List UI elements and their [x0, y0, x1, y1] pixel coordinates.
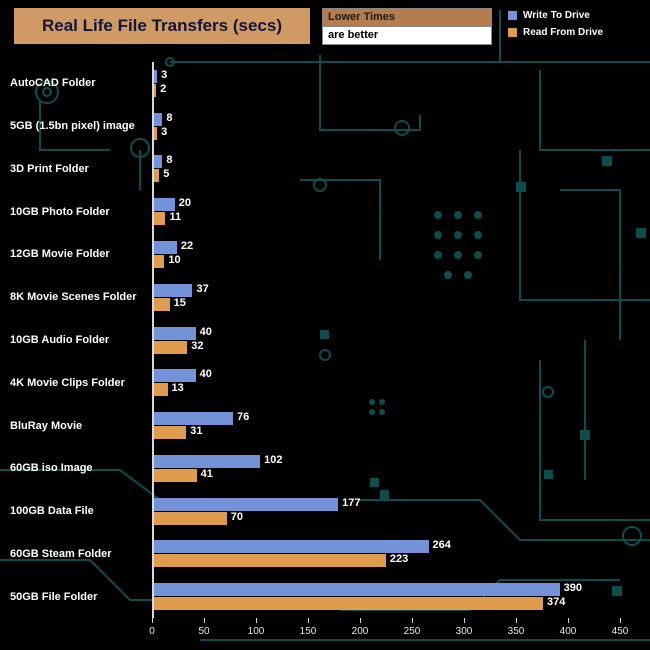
value-label: 177	[342, 496, 361, 509]
category-label: 100GB Data File	[10, 505, 94, 518]
x-axis-tick	[256, 618, 257, 623]
value-label: 223	[389, 553, 409, 566]
chart-title: Real Life File Transfers (secs)	[14, 8, 310, 44]
category-label: AutoCAD Folder	[10, 77, 96, 90]
value-label: 70	[230, 510, 244, 523]
x-axis-tick-label: 350	[507, 626, 525, 637]
note-box: Lower Times are better	[322, 8, 492, 45]
write-bar	[154, 155, 163, 169]
value-label: 22	[180, 239, 194, 252]
read-bar	[154, 426, 187, 440]
value-label: 374	[546, 596, 566, 609]
x-axis-tick	[360, 618, 361, 623]
note-lower-times: Lower Times	[323, 9, 491, 27]
value-label: 20	[178, 197, 192, 210]
category-label: 10GB Audio Folder	[10, 334, 110, 346]
write-bar	[154, 497, 339, 511]
value-label: 390	[563, 582, 582, 595]
value-label: 8	[166, 111, 173, 124]
x-axis-tick	[204, 618, 205, 623]
x-axis-tick	[516, 618, 517, 623]
value-label: 32	[191, 339, 204, 352]
x-axis-tick	[620, 618, 621, 623]
read-bar	[154, 212, 166, 226]
write-bar	[154, 412, 234, 426]
value-label: 3	[161, 68, 168, 81]
value-label: 37	[196, 282, 209, 295]
read-series-swatch-icon	[508, 28, 517, 37]
value-label: 8	[166, 154, 173, 167]
category-label: 60GB Steam Folder	[10, 547, 112, 560]
category-label: 12GB Movie Folder	[10, 248, 110, 261]
write-bar	[154, 283, 193, 297]
write-bar	[154, 326, 196, 340]
write-bar	[154, 583, 560, 597]
x-axis-tick-label: 100	[247, 626, 265, 637]
value-label: 40	[199, 368, 212, 381]
value-label: 102	[264, 453, 283, 466]
x-axis-tick-label: 50	[198, 626, 210, 637]
x-axis-tick	[464, 618, 465, 623]
read-bar	[154, 383, 168, 397]
legend-label-write: Write To Drive	[523, 10, 590, 21]
x-axis-tick-label: 300	[455, 626, 473, 637]
x-axis-tick-label: 150	[299, 626, 317, 637]
value-label: 13	[171, 382, 184, 395]
value-label: 264	[432, 539, 451, 552]
write-bar	[154, 540, 429, 554]
write-bar	[154, 112, 163, 126]
value-label: 2	[160, 82, 167, 95]
legend-item-write: Write To Drive	[508, 10, 603, 21]
write-bar	[154, 69, 158, 83]
category-label: 8K Movie Scenes Folder	[10, 291, 137, 304]
category-label: 4K Movie Clips Folder	[10, 376, 125, 389]
note-are-better: are better	[323, 27, 491, 44]
category-label: 10GB Photo Folder	[10, 205, 110, 218]
write-bar	[154, 198, 175, 212]
value-label: 15	[173, 296, 186, 309]
x-axis-tick-label: 400	[559, 626, 577, 637]
x-axis-tick	[308, 618, 309, 623]
value-label: 31	[190, 425, 203, 438]
read-bar	[154, 254, 165, 268]
read-bar	[154, 340, 188, 354]
read-bar	[154, 554, 386, 568]
value-label: 76	[237, 411, 250, 424]
value-label: 10	[168, 253, 181, 266]
read-bar	[154, 126, 158, 140]
value-label: 3	[161, 125, 168, 138]
value-label: 40	[199, 325, 212, 338]
y-axis-line	[152, 62, 154, 618]
read-bar	[154, 597, 543, 611]
value-label: 11	[169, 211, 182, 224]
chart-legend: Write To Drive Read From Drive	[508, 10, 603, 44]
x-axis-tick-label: 250	[403, 626, 421, 637]
x-axis-tick	[412, 618, 413, 623]
read-bar	[154, 83, 157, 97]
value-label: 5	[163, 168, 170, 181]
category-label: 50GB File Folder	[10, 590, 98, 603]
category-label: 5GB (1.5bn pixel) image	[10, 120, 135, 133]
write-bar	[154, 240, 177, 254]
value-label: 41	[200, 467, 213, 480]
read-bar	[154, 169, 160, 183]
category-label: 3D Print Folder	[10, 162, 89, 175]
write-bar	[154, 369, 196, 383]
x-axis-tick	[152, 618, 153, 623]
legend-label-read: Read From Drive	[523, 27, 604, 38]
legend-item-read: Read From Drive	[508, 27, 603, 38]
category-label: 60GB iso Image	[10, 462, 93, 475]
category-label: BluRay Movie	[10, 419, 83, 432]
read-bar	[154, 511, 227, 525]
x-axis-tick-label: 200	[351, 626, 369, 637]
write-series-swatch-icon	[508, 11, 517, 20]
write-bar	[154, 454, 261, 468]
read-bar	[154, 297, 170, 311]
x-axis-tick	[568, 618, 569, 623]
read-bar	[154, 468, 197, 482]
x-axis-tick-label: 0	[149, 626, 155, 637]
x-axis-tick-label: 450	[611, 626, 629, 637]
